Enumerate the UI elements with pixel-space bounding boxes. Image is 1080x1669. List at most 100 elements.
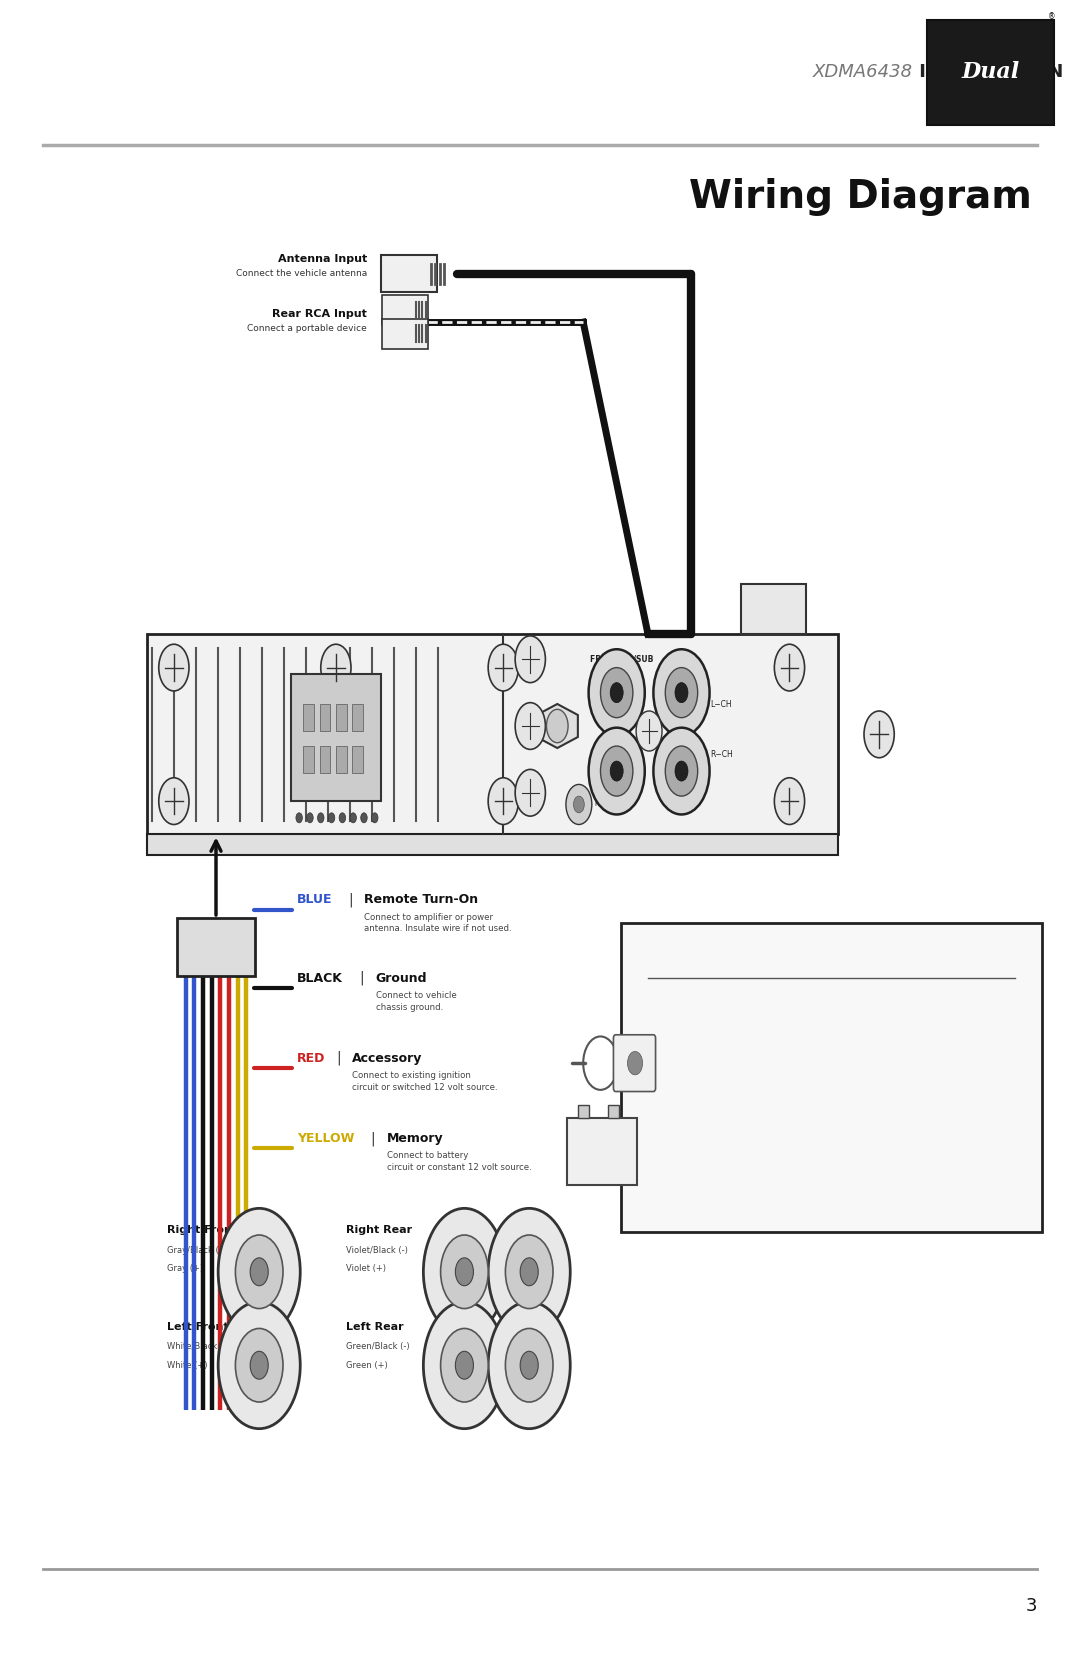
Circle shape xyxy=(600,746,633,796)
Circle shape xyxy=(318,813,324,823)
Text: Dual: Dual xyxy=(961,60,1020,83)
Circle shape xyxy=(546,709,568,743)
Text: +: + xyxy=(583,1125,594,1138)
Text: Violet (+): Violet (+) xyxy=(346,1263,386,1273)
Circle shape xyxy=(423,1302,505,1429)
Circle shape xyxy=(600,668,633,718)
Circle shape xyxy=(296,813,302,823)
FancyBboxPatch shape xyxy=(147,834,838,855)
Text: Gray (+): Gray (+) xyxy=(167,1263,203,1273)
Circle shape xyxy=(218,1208,300,1335)
Text: Green (+): Green (+) xyxy=(346,1360,388,1370)
Text: RED: RED xyxy=(297,1051,325,1065)
Circle shape xyxy=(321,644,351,691)
Circle shape xyxy=(515,703,545,749)
FancyBboxPatch shape xyxy=(303,746,314,773)
Text: ®: ® xyxy=(1049,12,1055,22)
Circle shape xyxy=(251,1352,268,1379)
FancyBboxPatch shape xyxy=(927,20,1054,125)
FancyBboxPatch shape xyxy=(382,295,428,325)
Text: Violet/Black (-): Violet/Black (-) xyxy=(346,1245,407,1255)
Circle shape xyxy=(515,769,545,816)
Circle shape xyxy=(521,1352,538,1379)
Text: Right Rear: Right Rear xyxy=(346,1225,411,1235)
Text: Connect to vehicle
chassis ground.: Connect to vehicle chassis ground. xyxy=(376,991,457,1011)
Circle shape xyxy=(505,1235,553,1308)
Circle shape xyxy=(675,683,688,703)
Circle shape xyxy=(521,1258,538,1285)
Text: Right Front: Right Front xyxy=(167,1225,238,1235)
Text: FRONT   R/SUB: FRONT R/SUB xyxy=(590,654,653,664)
Circle shape xyxy=(441,1235,488,1308)
Circle shape xyxy=(589,649,645,736)
Circle shape xyxy=(627,1051,643,1075)
Text: Green/Black (-): Green/Black (-) xyxy=(346,1342,409,1352)
Circle shape xyxy=(675,761,688,781)
FancyBboxPatch shape xyxy=(336,704,347,731)
Circle shape xyxy=(488,1302,570,1429)
FancyBboxPatch shape xyxy=(382,319,428,349)
Text: Accessory: Accessory xyxy=(352,1051,422,1065)
Text: XDMA6438: XDMA6438 xyxy=(812,63,913,80)
Circle shape xyxy=(339,813,346,823)
Text: Remote Turn-On: Remote Turn-On xyxy=(364,893,478,906)
Text: When replacing the
fuse, make sure new
fuse is the correct type
and amperage. Us: When replacing the fuse, make sure new f… xyxy=(777,1033,887,1157)
Circle shape xyxy=(218,1302,300,1429)
Text: Wiring Diagram: Wiring Diagram xyxy=(689,179,1031,215)
Circle shape xyxy=(350,813,356,823)
Circle shape xyxy=(307,813,313,823)
Circle shape xyxy=(441,1329,488,1402)
Circle shape xyxy=(653,649,710,736)
Text: BLACK: BLACK xyxy=(297,971,342,985)
Circle shape xyxy=(774,778,805,824)
Text: Memory: Memory xyxy=(387,1132,443,1145)
FancyBboxPatch shape xyxy=(352,746,363,773)
FancyBboxPatch shape xyxy=(578,1105,589,1118)
FancyBboxPatch shape xyxy=(741,584,806,634)
Text: |: | xyxy=(348,893,352,906)
Text: Antenna Input: Antenna Input xyxy=(278,254,367,264)
FancyBboxPatch shape xyxy=(147,634,838,834)
Circle shape xyxy=(505,1329,553,1402)
Text: R−CH: R−CH xyxy=(711,749,733,759)
Circle shape xyxy=(235,1329,283,1402)
Circle shape xyxy=(566,784,592,824)
Circle shape xyxy=(328,813,335,823)
FancyBboxPatch shape xyxy=(177,918,255,976)
FancyBboxPatch shape xyxy=(320,746,330,773)
Circle shape xyxy=(456,1258,473,1285)
Text: Connect to existing ignition
circuit or switched 12 volt source.: Connect to existing ignition circuit or … xyxy=(352,1071,498,1092)
Circle shape xyxy=(488,1208,570,1335)
FancyBboxPatch shape xyxy=(608,1105,619,1118)
Circle shape xyxy=(372,813,378,823)
Text: Left Front: Left Front xyxy=(167,1322,229,1332)
Circle shape xyxy=(589,728,645,814)
Text: Connect a portable device: Connect a portable device xyxy=(247,324,367,334)
Circle shape xyxy=(488,778,518,824)
Text: −: − xyxy=(613,1125,624,1138)
Circle shape xyxy=(456,1352,473,1379)
Text: |: | xyxy=(360,971,364,985)
Circle shape xyxy=(423,1208,505,1335)
Text: Connect to amplifier or power
antenna. Insulate wire if not used.: Connect to amplifier or power antenna. I… xyxy=(364,913,512,933)
Circle shape xyxy=(610,683,623,703)
Text: YELLOW: YELLOW xyxy=(297,1132,354,1145)
Circle shape xyxy=(251,1258,268,1285)
Circle shape xyxy=(573,796,584,813)
FancyBboxPatch shape xyxy=(613,1035,656,1092)
FancyBboxPatch shape xyxy=(320,704,330,731)
Text: |: | xyxy=(370,1132,375,1145)
Circle shape xyxy=(665,746,698,796)
Circle shape xyxy=(636,711,662,751)
Text: L−CH: L−CH xyxy=(711,699,732,709)
Circle shape xyxy=(515,636,545,683)
FancyBboxPatch shape xyxy=(621,923,1042,1232)
Circle shape xyxy=(665,668,698,718)
FancyBboxPatch shape xyxy=(352,704,363,731)
Text: 3: 3 xyxy=(1025,1597,1037,1614)
Circle shape xyxy=(361,813,367,823)
Text: |: | xyxy=(336,1051,340,1065)
Circle shape xyxy=(235,1235,283,1308)
Text: Left Rear: Left Rear xyxy=(346,1322,403,1332)
Text: REMOTE IN: REMOTE IN xyxy=(595,801,634,808)
